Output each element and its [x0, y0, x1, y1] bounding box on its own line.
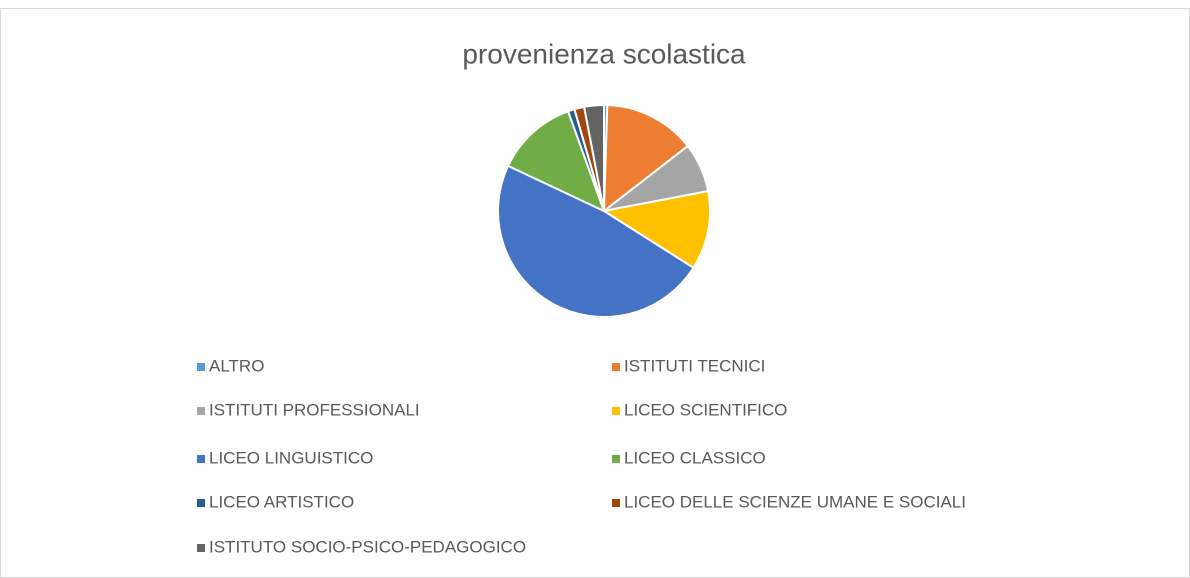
legend-swatch	[197, 407, 205, 415]
legend-swatch	[612, 407, 620, 415]
legend-swatch	[612, 499, 620, 507]
legend-label: ISTITUTI PROFESSIONALI	[209, 400, 420, 419]
legend-label: ISTITUTO SOCIO-PSICO-PEDAGOGICO	[209, 537, 526, 556]
legend-label: LICEO ARTISTICO	[209, 492, 354, 511]
legend-swatch	[197, 544, 205, 552]
legend-swatch	[612, 455, 620, 463]
legend-label: LICEO LINGUISTICO	[209, 448, 373, 467]
pie-slice	[497, 164, 695, 318]
legend-swatch	[197, 499, 205, 507]
pie-slice	[602, 104, 690, 214]
legend-label: LICEO DELLE SCIENZE UMANE E SOCIALI	[624, 492, 966, 511]
legend-label: ALTRO	[209, 356, 264, 375]
pie-slice	[582, 103, 605, 212]
pie-slice	[506, 109, 606, 213]
legend-label: ISTITUTI TECNICI	[624, 356, 765, 375]
legend-swatch	[612, 363, 620, 371]
legend-label: LICEO CLASSICO	[624, 448, 766, 467]
chart-title: provenienza scolastica	[462, 38, 746, 69]
legend-label: LICEO SCIENTIFICO	[624, 400, 787, 419]
legend-swatch	[197, 363, 205, 371]
legend-swatch	[197, 455, 205, 463]
pie-slice	[601, 189, 711, 270]
